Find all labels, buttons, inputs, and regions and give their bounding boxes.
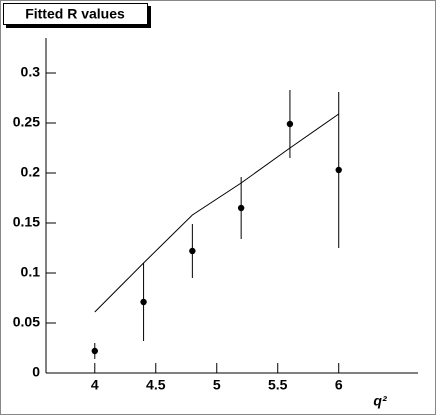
data-point [140, 298, 147, 306]
x-tick-label: 6 [335, 377, 343, 393]
y-tick-label: 0.3 [21, 64, 41, 80]
y-tick-label: 0.15 [13, 214, 40, 230]
x-tick-label: 5 [213, 377, 221, 393]
title-box [3, 3, 148, 25]
fit-line [94, 113, 340, 313]
data-point [189, 247, 196, 255]
x-tick-label: 4.5 [146, 377, 166, 393]
data-point [237, 204, 245, 212]
x-tick-label: 4 [91, 377, 99, 393]
data-point [286, 120, 294, 128]
data-point [335, 166, 342, 174]
y-tick-label: 0.25 [13, 114, 40, 130]
y-tick-label: 0.05 [13, 314, 40, 330]
data-point [91, 347, 98, 355]
y-tick-label: 0.2 [21, 164, 41, 180]
y-tick-label: 0.1 [21, 264, 41, 280]
x-tick-label: 5.5 [268, 377, 288, 393]
y-tick-label: 0 [32, 364, 40, 380]
x-axis-label: q² [373, 393, 387, 409]
chart-title: Fitted R values [25, 6, 125, 22]
